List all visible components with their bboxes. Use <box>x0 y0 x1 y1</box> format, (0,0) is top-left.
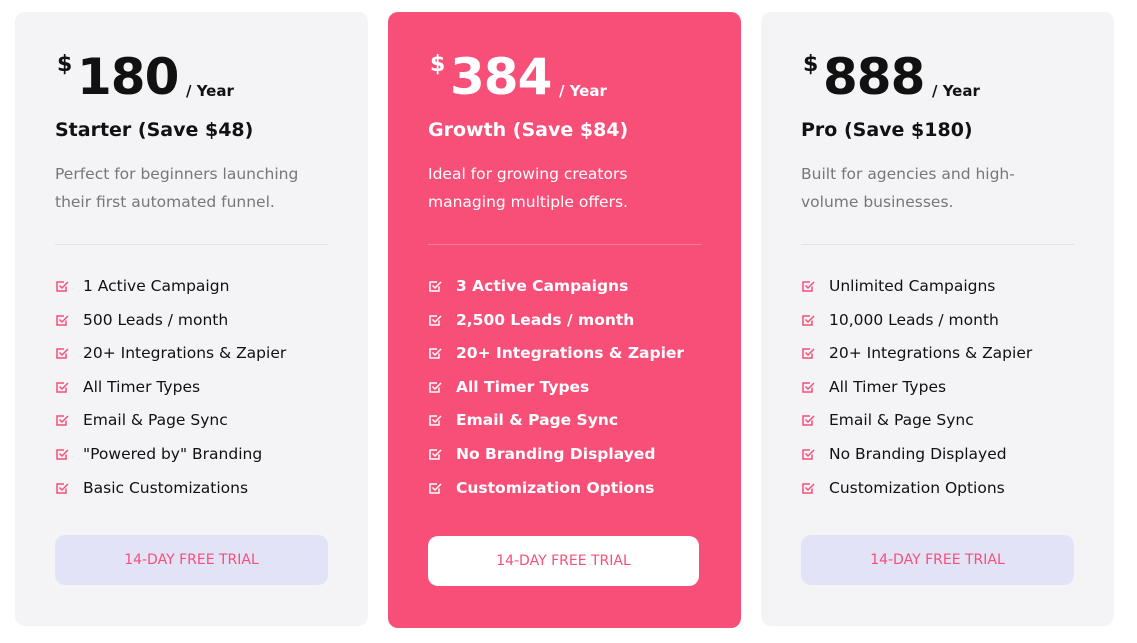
check-icon <box>56 449 69 460</box>
check-icon <box>429 482 442 494</box>
check-icon <box>802 348 815 359</box>
check-icon <box>802 449 815 460</box>
feature: 10,000 Leads / month <box>801 311 999 329</box>
check-icon <box>56 382 69 393</box>
feature: Unlimited Campaigns <box>801 277 995 295</box>
check-icon <box>56 314 69 326</box>
period: / Year <box>559 82 607 100</box>
divider <box>428 244 701 245</box>
feature: 3 Active Campaigns <box>428 277 628 295</box>
feature-text: Customization Options <box>829 478 1005 497</box>
feature-text: 10,000 Leads / month <box>829 310 999 329</box>
feature-text: 20+ Integrations & Zapier <box>83 344 287 363</box>
check-icon <box>56 281 69 292</box>
feature: Email & Page Sync <box>55 411 228 429</box>
feature: All Timer Types <box>428 378 589 396</box>
feature-text: All Timer Types <box>456 377 590 396</box>
feature-text: 1 Active Campaign <box>83 277 230 295</box>
feature: 2,500 Leads / month <box>428 311 634 329</box>
feature-text: Customization Options <box>456 478 655 497</box>
divider <box>801 244 1074 245</box>
feature-text: Email & Page Sync <box>829 411 974 430</box>
trial-button[interactable]: 14-DAY FREE TRIAL <box>801 535 1074 585</box>
feature: Email & Page Sync <box>801 411 974 429</box>
feature-text: No Branding Displayed <box>456 445 656 463</box>
check-icon <box>56 415 69 427</box>
check-icon <box>56 348 69 359</box>
check-icon <box>802 482 815 494</box>
feature: Customization Options <box>801 479 1005 497</box>
plan-card: $384 / Year Growth (Save $84) Ideal for gro… <box>388 12 741 628</box>
feature-text: Basic Customizations <box>83 478 249 497</box>
plan-description: Ideal for growing creators managing mult… <box>428 165 628 211</box>
feature-text: 500 Leads / month <box>83 310 229 329</box>
period: / Year <box>186 82 234 100</box>
feature-text: "Powered by" Branding <box>83 445 263 463</box>
feature-text: Unlimited Campaigns <box>829 277 996 295</box>
feature: All Timer Types <box>801 378 946 396</box>
price: 180 <box>77 48 179 106</box>
trial-button[interactable]: 14-DAY FREE TRIAL <box>55 535 328 585</box>
feature-text: All Timer Types <box>83 377 201 396</box>
feature-text: 20+ Integrations & Zapier <box>456 344 685 363</box>
feature-text: All Timer Types <box>829 377 947 396</box>
plan-name: Pro (Save $180) <box>801 119 973 141</box>
plan-card: $888 / Year Pro (Save $180) Built for agenc… <box>761 12 1114 626</box>
check-icon <box>802 382 815 393</box>
feature: 500 Leads / month <box>55 311 228 329</box>
plan-name: Starter (Save $48) <box>55 119 254 141</box>
feature: No Branding Displayed <box>428 445 655 463</box>
check-icon <box>429 348 442 359</box>
check-icon <box>56 482 69 494</box>
feature: 20+ Integrations & Zapier <box>55 344 286 362</box>
trial-button[interactable]: 14-DAY FREE TRIAL <box>428 536 699 586</box>
feature-text: No Branding Displayed <box>829 445 1007 463</box>
feature: All Timer Types <box>55 378 200 396</box>
feature-text: 20+ Integrations & Zapier <box>829 344 1033 363</box>
feature: Customization Options <box>428 479 654 497</box>
check-icon <box>429 449 442 460</box>
feature: Basic Customizations <box>55 479 248 497</box>
feature: 20+ Integrations & Zapier <box>801 344 1032 362</box>
feature-text: Email & Page Sync <box>456 411 619 430</box>
feature: Email & Page Sync <box>428 411 618 429</box>
plan-card: $180 / Year Starter (Save $48) Perfect for … <box>15 12 368 626</box>
feature: 1 Active Campaign <box>55 277 229 295</box>
check-icon <box>802 314 815 326</box>
price: 384 <box>450 48 552 106</box>
feature: No Branding Displayed <box>801 445 1007 463</box>
check-icon <box>802 281 815 292</box>
check-icon <box>429 314 442 326</box>
period: / Year <box>932 82 980 100</box>
check-icon <box>429 415 442 427</box>
check-icon <box>802 415 815 427</box>
currency: $ <box>430 52 446 77</box>
feature-text: 2,500 Leads / month <box>456 310 635 329</box>
feature-text: 3 Active Campaigns <box>456 277 629 295</box>
currency: $ <box>803 52 819 77</box>
feature-text: Email & Page Sync <box>83 411 228 430</box>
feature: 20+ Integrations & Zapier <box>428 344 684 362</box>
plan-description: Perfect for beginners launching their fi… <box>55 165 299 211</box>
check-icon <box>429 382 442 393</box>
check-icon <box>429 281 442 292</box>
currency: $ <box>57 52 73 77</box>
divider <box>55 244 328 245</box>
feature: "Powered by" Branding <box>55 445 262 463</box>
plan-name: Growth (Save $84) <box>428 119 629 141</box>
plan-description: Built for agencies and high-volume busin… <box>801 165 1015 211</box>
price: 888 <box>823 48 925 106</box>
